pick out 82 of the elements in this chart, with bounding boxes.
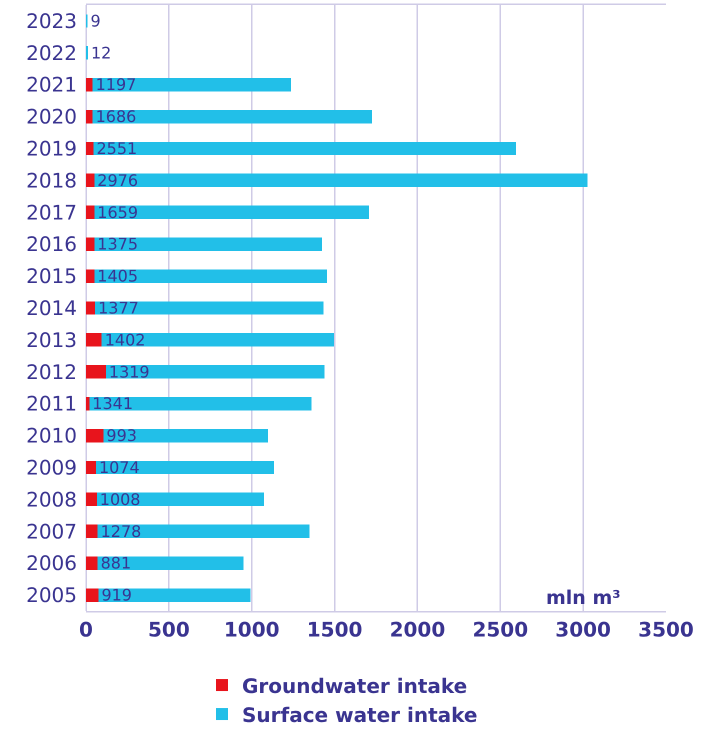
y-tick-label: 2014 [26,296,77,320]
bar [86,238,94,251]
bar [86,365,106,378]
bar [86,556,98,570]
data-label: 1341 [92,394,134,414]
bar [94,269,328,283]
data-label: 2976 [97,170,138,190]
bar [86,588,98,602]
data-label: 1197 [96,75,136,94]
bar [86,174,94,188]
data-label: 993 [106,426,137,446]
y-tick-label: 2019 [26,136,77,161]
legend-label: Groundwater intake [242,674,468,698]
bar [86,78,93,92]
data-label: 2551 [96,139,138,158]
data-label: 1402 [104,330,146,350]
bar [86,428,104,442]
bar [86,269,94,283]
y-tick-label: 2023 [26,8,77,33]
y-tick-label: 2013 [26,328,77,352]
bar [86,460,96,474]
data-label: 1074 [98,458,140,477]
data-label: 1319 [108,362,150,382]
x-tick-label: 1500 [306,618,362,642]
y-tick-label: 2022 [26,40,77,65]
data-label: 1375 [97,234,138,254]
data-label: 1405 [97,266,138,286]
x-tick-label: 1000 [224,618,280,642]
y-tick-label: 2007 [26,519,77,544]
y-tick-label: 2009 [26,455,77,480]
bar [93,142,516,156]
bar [94,238,322,251]
bar [86,142,94,156]
legend-label: Surface water intake [242,702,478,727]
bar [106,365,324,378]
bar [98,524,310,538]
y-tick-label: 2006 [26,551,77,576]
bar [98,556,244,570]
data-label: 1377 [98,298,139,318]
bar [92,78,291,92]
bar [86,524,98,538]
y-tick-label: 2016 [26,232,77,256]
x-tick-label: 500 [148,618,190,642]
bar [94,206,370,220]
y-tick-label: 2008 [26,487,77,512]
bar [103,428,268,442]
data-label: 1278 [100,522,142,541]
y-tick-label: 2018 [26,168,77,192]
bar [86,110,93,124]
data-label: 9 [90,11,101,30]
data-label: 881 [100,554,132,573]
bar [95,301,324,315]
y-tick-label: 2020 [26,104,77,129]
bar [94,174,588,188]
x-tick-label: 2500 [472,618,528,642]
bar [89,396,312,410]
y-tick-label: 2010 [26,424,77,448]
y-tick-label: 2015 [26,264,77,288]
data-label: 1008 [100,490,140,509]
y-tick-label: 2012 [26,360,77,384]
bar [102,333,334,347]
bar [98,588,251,602]
x-axis-title: mln m³ [546,587,621,609]
x-tick-label: 3000 [555,618,611,642]
bar [86,301,96,315]
y-tick-label: 2017 [26,200,77,224]
x-tick-label: 0 [79,618,93,642]
y-tick-label: 2011 [26,392,77,416]
y-tick-label: 2021 [26,72,77,97]
bar [86,206,94,220]
bar [86,492,97,506]
y-tick-label: 2005 [26,583,77,608]
bar [86,396,90,410]
bar [96,492,264,506]
x-tick-label: 3500 [638,618,694,642]
data-label: 1686 [96,107,136,126]
data-label: 1659 [97,202,138,222]
bar [86,333,102,347]
bar [92,110,372,124]
data-label: 919 [101,586,132,605]
data-label: 12 [90,43,112,62]
x-tick-label: 2000 [390,618,446,642]
